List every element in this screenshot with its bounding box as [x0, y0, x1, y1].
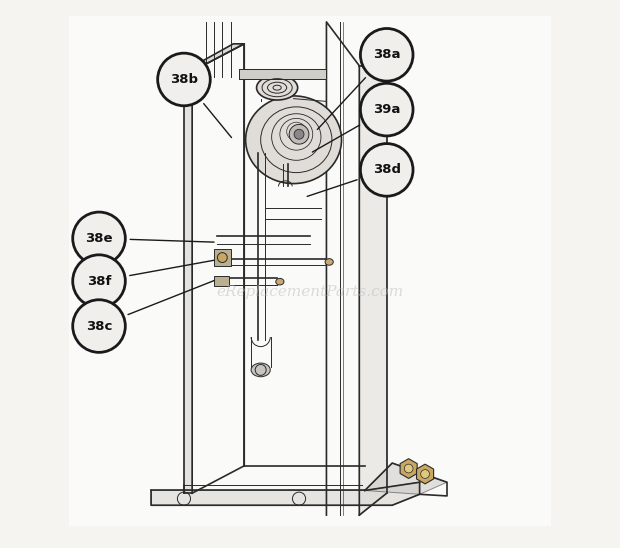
Text: 39a: 39a — [373, 103, 401, 116]
Bar — [214, 276, 229, 286]
Ellipse shape — [257, 75, 298, 100]
Polygon shape — [365, 463, 447, 494]
Ellipse shape — [246, 96, 342, 184]
Text: 38c: 38c — [86, 319, 112, 333]
Circle shape — [157, 53, 210, 106]
Ellipse shape — [251, 363, 270, 377]
Bar — [69, 16, 551, 526]
Polygon shape — [184, 44, 244, 71]
Ellipse shape — [325, 259, 334, 265]
Circle shape — [421, 470, 430, 478]
Polygon shape — [151, 482, 420, 505]
Text: 38d: 38d — [373, 163, 401, 176]
Text: 38b: 38b — [170, 73, 198, 86]
Circle shape — [73, 300, 125, 352]
Circle shape — [294, 129, 304, 139]
Circle shape — [73, 255, 125, 307]
Bar — [183, 74, 193, 99]
Circle shape — [289, 124, 309, 144]
Text: 38a: 38a — [373, 48, 401, 61]
Circle shape — [360, 144, 413, 196]
Text: eReplacementParts.com: eReplacementParts.com — [216, 284, 404, 299]
Text: 38e: 38e — [86, 232, 113, 245]
Text: 38f: 38f — [87, 275, 111, 288]
Circle shape — [360, 83, 413, 136]
Circle shape — [185, 89, 190, 95]
Bar — [239, 68, 327, 79]
Circle shape — [218, 253, 228, 262]
Polygon shape — [360, 66, 387, 515]
Circle shape — [360, 28, 413, 81]
Circle shape — [404, 464, 413, 473]
Polygon shape — [184, 71, 192, 493]
Circle shape — [73, 212, 125, 265]
Ellipse shape — [276, 278, 284, 285]
Bar — [214, 249, 231, 266]
Circle shape — [185, 77, 190, 82]
